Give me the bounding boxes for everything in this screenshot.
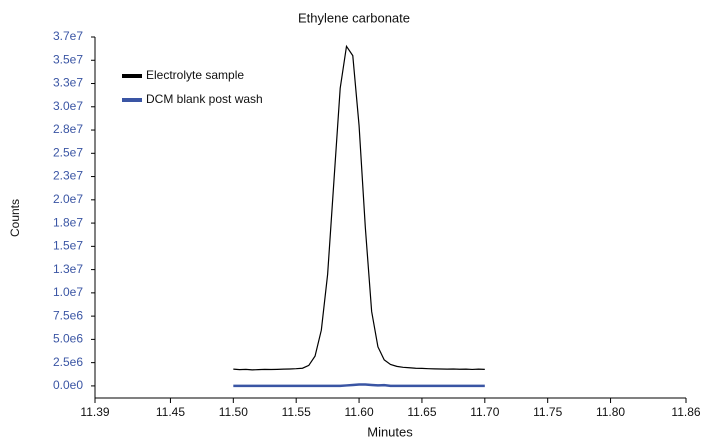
legend-label: Electrolyte sample <box>146 68 244 82</box>
x-tick-label: 11.65 <box>407 405 436 419</box>
chart-title: Ethylene carbonate <box>298 10 410 25</box>
x-tick-label: 11.39 <box>80 405 109 419</box>
y-tick-label: 3.5e7 <box>53 52 83 66</box>
y-tick-label: 2.8e7 <box>53 122 83 136</box>
y-tick-label: 2.0e7 <box>53 192 83 206</box>
y-tick-label: 1.5e7 <box>53 239 83 253</box>
y-tick-label: 3.0e7 <box>53 99 83 113</box>
y-tick-label: 7.5e6 <box>53 308 83 322</box>
y-tick-label: 2.5e7 <box>53 145 83 159</box>
y-tick-label: 1.0e7 <box>53 285 83 299</box>
y-tick-label: 3.3e7 <box>53 76 83 90</box>
y-tick-label: 5.0e6 <box>53 332 83 346</box>
x-tick-label: 11.45 <box>156 405 185 419</box>
data-line <box>233 44 485 371</box>
y-tick-label: 0.0e0 <box>53 378 83 392</box>
x-tick-label: 11.55 <box>282 405 311 419</box>
y-tick-label: 1.3e7 <box>53 262 83 276</box>
x-tick-label: 11.80 <box>596 405 625 419</box>
x-axis-title: Minutes <box>367 424 413 439</box>
x-tick-label: 11.50 <box>219 405 248 419</box>
y-tick-label: 1.8e7 <box>53 215 83 229</box>
y-tick-label: 2.5e6 <box>53 355 83 369</box>
y-tick-label: 3.7e7 <box>53 29 83 43</box>
x-tick-label: 11.75 <box>533 405 562 419</box>
x-tick-label: 11.86 <box>671 405 700 419</box>
y-tick-label: 2.3e7 <box>53 169 83 183</box>
x-tick-label: 11.70 <box>470 405 499 419</box>
y-axis-title: Counts <box>8 199 22 237</box>
x-tick-label: 11.60 <box>344 405 373 419</box>
data-line <box>233 383 485 388</box>
legend-label: DCM blank post wash <box>146 92 263 106</box>
